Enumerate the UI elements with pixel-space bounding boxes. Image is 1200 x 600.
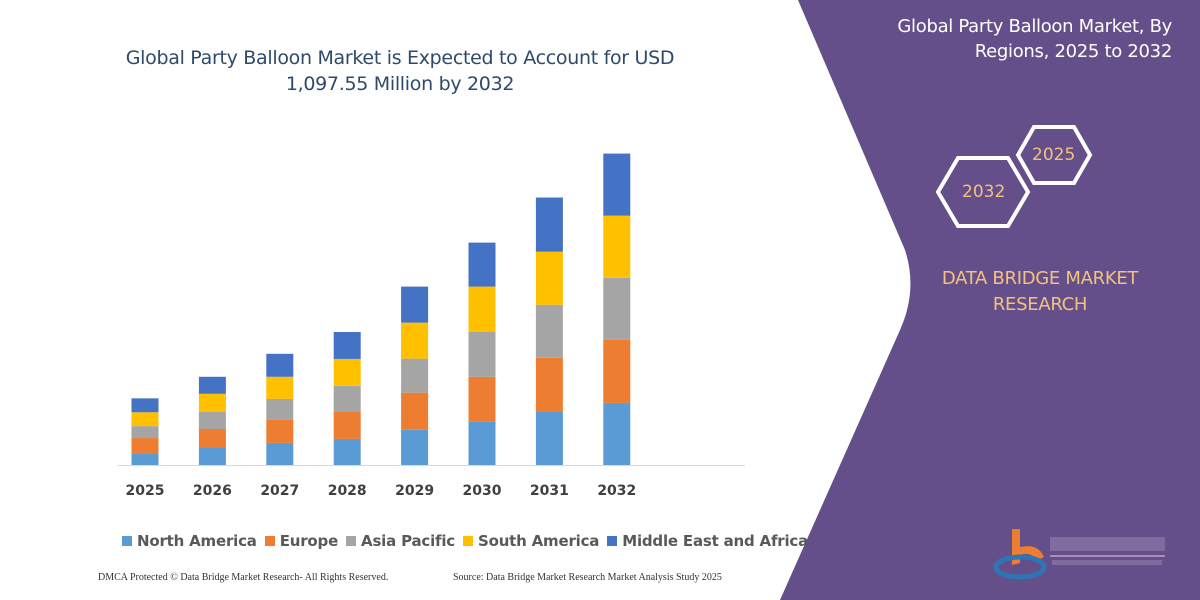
bar-segment-asia-pacific-2030	[468, 331, 496, 377]
legend-swatch	[346, 536, 357, 546]
legend-label: North America	[137, 532, 257, 550]
purple-side-panel	[780, 0, 1200, 600]
x-tick-label: 2030	[463, 483, 502, 499]
bar-segment-south-america-2031	[535, 251, 563, 305]
data-bridge-logo	[993, 529, 1165, 580]
bar-segment-north-america-2025	[131, 453, 159, 465]
bar-segment-europe-2026	[198, 428, 226, 448]
legend-item-asia-pacific: Asia Pacific	[346, 532, 455, 550]
logo-subtitle	[1052, 560, 1162, 565]
bar-segment-middle-east-and-africa-2032	[603, 153, 631, 216]
bar-segment-asia-pacific-2029	[401, 358, 429, 393]
bar-segment-europe-2031	[535, 357, 563, 412]
x-tick-labels: 2025 2026 2027 2028 2029 2030 2031 2032	[126, 483, 637, 499]
bar-segment-europe-2032	[603, 339, 631, 403]
x-tick-label: 2027	[260, 483, 299, 499]
bar-segment-europe-2027	[266, 419, 294, 443]
bar-segment-south-america-2032	[603, 215, 631, 278]
legend: North America Europe Asia Pacific South …	[122, 532, 808, 550]
bar-segment-south-america-2026	[198, 393, 226, 412]
bar-segment-asia-pacific-2028	[333, 385, 361, 412]
legend-swatch	[607, 536, 618, 546]
legend-label: Asia Pacific	[361, 532, 455, 550]
bar-segment-north-america-2031	[535, 411, 563, 465]
logo-wordmark	[1050, 537, 1165, 551]
bar-segment-asia-pacific-2026	[198, 411, 226, 429]
legend-swatch	[264, 536, 275, 546]
legend-label: Middle East and Africa	[622, 532, 809, 550]
bar-segment-europe-2029	[401, 392, 429, 430]
legend-swatch	[462, 536, 473, 546]
bar-segment-north-america-2029	[401, 429, 429, 465]
hex-label-2025: 2025	[1032, 145, 1076, 165]
hexagon-2032	[935, 156, 1031, 228]
bar-segment-asia-pacific-2027	[266, 398, 294, 420]
bar-segment-south-america-2029	[401, 322, 429, 359]
x-tick-label: 2028	[328, 483, 367, 499]
legend-item-middle-east-africa: Middle East and Africa	[607, 532, 808, 550]
footer-copyright: DMCA Protected © Data Bridge Market Rese…	[98, 572, 389, 583]
hex-label-2032: 2032	[962, 182, 1006, 202]
bar-segment-asia-pacific-2025	[131, 426, 159, 439]
bar-segment-middle-east-and-africa-2026	[198, 376, 226, 394]
bar-segment-middle-east-and-africa-2028	[333, 331, 361, 359]
legend-label: South America	[477, 532, 600, 550]
bar-segment-europe-2028	[333, 411, 361, 439]
x-tick-label: 2026	[193, 483, 232, 499]
legend-item-south-america: South America	[462, 532, 600, 550]
legend-swatch	[122, 536, 132, 546]
bar-segment-europe-2030	[468, 376, 496, 422]
bar-segment-south-america-2028	[333, 358, 361, 386]
x-tick-label: 2031	[530, 483, 569, 499]
x-tick-label: 2029	[395, 483, 434, 499]
chart-title: Global Party Balloon Market is Expected …	[125, 47, 675, 95]
bars-group	[131, 153, 631, 465]
legend-label: Europe	[279, 532, 339, 550]
legend-item-europe: Europe	[264, 532, 339, 550]
bar-segment-north-america-2027	[266, 442, 294, 465]
bar-segment-south-america-2027	[266, 376, 294, 399]
logo-swoosh-blue	[993, 554, 1047, 580]
x-tick-label: 2032	[597, 483, 636, 499]
hexagon-2025	[1015, 125, 1093, 185]
bar-segment-south-america-2030	[468, 286, 496, 332]
bar-segment-europe-2025	[131, 438, 159, 454]
bar-segment-north-america-2030	[468, 421, 496, 465]
bar-segment-middle-east-and-africa-2029	[401, 286, 429, 323]
bar-segment-middle-east-and-africa-2031	[535, 197, 563, 252]
brand-text: DATA BRIDGE MARKET RESEARCH	[941, 268, 1139, 315]
bar-segment-middle-east-and-africa-2027	[266, 353, 294, 377]
bar-segment-north-america-2028	[333, 438, 361, 465]
x-tick-label: 2025	[126, 483, 165, 499]
bar-segment-middle-east-and-africa-2025	[131, 398, 159, 413]
bar-segment-asia-pacific-2032	[603, 277, 631, 340]
bar-segment-north-america-2026	[198, 447, 226, 465]
bar-segment-asia-pacific-2031	[535, 304, 563, 358]
side-panel-title: Global Party Balloon Market, By Regions,…	[897, 16, 1172, 62]
stacked-bar-chart: 2025 2026 2027 2028 2029 2030 2031 2032	[118, 153, 745, 499]
bar-segment-north-america-2032	[603, 402, 631, 465]
bar-segment-south-america-2025	[131, 412, 159, 427]
legend-item-north-america: North America	[122, 532, 257, 550]
footer-source: Source: Data Bridge Market Research Mark…	[453, 572, 722, 583]
bar-segment-middle-east-and-africa-2030	[468, 242, 496, 287]
